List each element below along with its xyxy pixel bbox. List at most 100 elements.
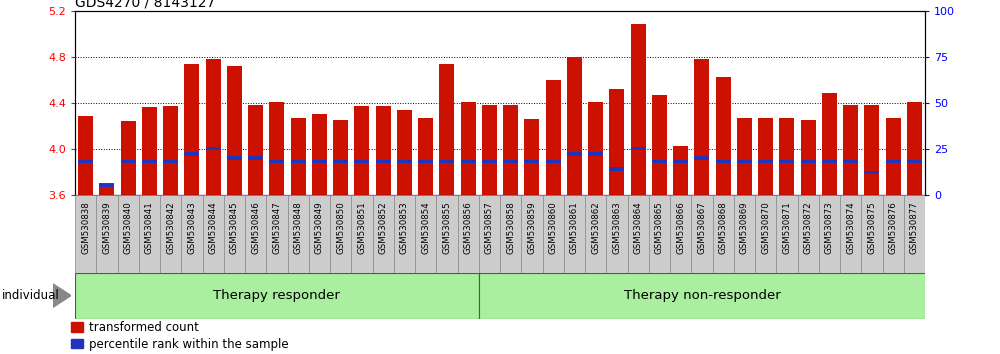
Bar (734, 195, 755, 273)
Bar (397, 160, 412, 163)
Text: GSM530851: GSM530851 (357, 201, 366, 254)
Text: GSM530847: GSM530847 (272, 201, 281, 254)
Bar (163, 106, 178, 195)
Text: GSM530853: GSM530853 (400, 201, 409, 254)
Bar (524, 160, 539, 163)
Text: individual: individual (2, 289, 60, 302)
Bar (883, 195, 904, 273)
Text: GSM530870: GSM530870 (761, 201, 770, 254)
Bar (206, 59, 221, 195)
Bar (758, 160, 773, 163)
Bar (376, 106, 391, 195)
Bar (864, 105, 879, 195)
Bar (139, 195, 160, 273)
Bar (248, 156, 263, 160)
Bar (75, 273, 479, 319)
Bar (96, 195, 118, 273)
Text: GSM530865: GSM530865 (655, 201, 664, 254)
Bar (163, 160, 178, 163)
Text: GSM530874: GSM530874 (846, 201, 855, 254)
Text: GSM530842: GSM530842 (166, 201, 175, 254)
Bar (628, 195, 649, 273)
Bar (843, 105, 858, 195)
Bar (330, 195, 351, 273)
Bar (224, 195, 245, 273)
Bar (461, 160, 476, 163)
Text: GSM530840: GSM530840 (124, 201, 133, 254)
Bar (458, 195, 479, 273)
Bar (142, 160, 157, 163)
Text: GSM530860: GSM530860 (549, 201, 558, 254)
Bar (819, 195, 840, 273)
Bar (503, 160, 518, 163)
Bar (691, 195, 712, 273)
Bar (202, 195, 224, 273)
Bar (78, 160, 93, 163)
Bar (312, 160, 327, 163)
Bar (907, 102, 922, 195)
Bar (482, 160, 497, 163)
Bar (354, 160, 369, 163)
Bar (461, 102, 476, 195)
Bar (291, 160, 306, 163)
Text: GSM530863: GSM530863 (612, 201, 621, 254)
Bar (75, 195, 96, 273)
Bar (333, 120, 348, 195)
Bar (609, 89, 624, 195)
Bar (266, 195, 288, 273)
Bar (372, 195, 394, 273)
Text: GSM530843: GSM530843 (187, 201, 196, 254)
Bar (121, 160, 136, 163)
Bar (801, 160, 816, 163)
Text: GSM530861: GSM530861 (570, 201, 579, 254)
Bar (546, 80, 561, 195)
Bar (309, 195, 330, 273)
Bar (840, 195, 861, 273)
Text: GSM530838: GSM530838 (81, 201, 90, 254)
Bar (843, 160, 858, 163)
Bar (121, 121, 136, 195)
Bar (737, 118, 752, 195)
Bar (181, 195, 202, 273)
Bar (184, 153, 199, 156)
Legend: transformed count, percentile rank within the sample: transformed count, percentile rank withi… (71, 321, 288, 350)
Bar (886, 160, 901, 163)
Text: GSM530869: GSM530869 (740, 201, 749, 253)
Text: GSM530846: GSM530846 (251, 201, 260, 254)
Text: GSM530849: GSM530849 (315, 201, 324, 253)
Text: GSM530877: GSM530877 (910, 201, 919, 254)
Bar (822, 93, 837, 195)
Bar (436, 195, 458, 273)
Text: GSM530848: GSM530848 (294, 201, 303, 254)
Bar (755, 195, 776, 273)
Bar (779, 118, 794, 195)
Bar (564, 195, 585, 273)
Bar (737, 160, 752, 163)
Bar (439, 160, 454, 163)
Bar (160, 195, 181, 273)
Text: GSM530859: GSM530859 (527, 201, 536, 253)
Text: GSM530839: GSM530839 (102, 201, 111, 253)
Text: Therapy non-responder: Therapy non-responder (624, 289, 780, 302)
Bar (542, 195, 564, 273)
Text: GSM530868: GSM530868 (719, 201, 728, 254)
Text: GSM530844: GSM530844 (209, 201, 218, 254)
Bar (351, 195, 372, 273)
Text: GSM530866: GSM530866 (676, 201, 685, 254)
Text: GSM530852: GSM530852 (379, 201, 388, 254)
Bar (206, 147, 221, 150)
Bar (479, 273, 936, 319)
Text: GSM530854: GSM530854 (421, 201, 430, 254)
Bar (248, 105, 263, 195)
Bar (716, 160, 731, 163)
Text: GSM530871: GSM530871 (782, 201, 791, 254)
Bar (694, 59, 709, 195)
Text: GDS4270 / 8143127: GDS4270 / 8143127 (75, 0, 215, 10)
Bar (712, 195, 734, 273)
Bar (907, 160, 922, 163)
Text: GSM530864: GSM530864 (634, 201, 643, 254)
Text: GSM530841: GSM530841 (145, 201, 154, 254)
Bar (415, 195, 436, 273)
Bar (758, 118, 773, 195)
Bar (609, 167, 624, 171)
